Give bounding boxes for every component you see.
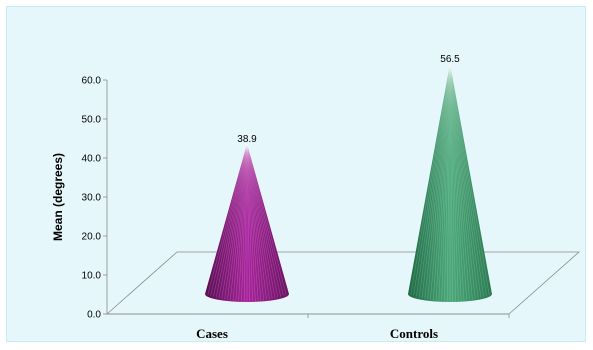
cone-stripe — [227, 143, 248, 300]
cone-stripe — [246, 143, 279, 298]
cone-stripe — [449, 63, 473, 300]
cone-stripe — [449, 63, 482, 298]
cone-stripe — [246, 143, 270, 300]
y-tick-label: 60.0 — [82, 76, 102, 87]
cone-stripe — [449, 63, 487, 296]
cone-stripe — [438, 63, 451, 302]
cone-series: 38.9 56.5 — [205, 54, 492, 302]
cone-stripe — [218, 143, 248, 299]
cone-stripe — [449, 63, 479, 299]
cone-stripe — [449, 63, 459, 302]
cone-stripe — [449, 63, 468, 301]
y-tick-label: 10.0 — [82, 271, 102, 282]
cone-stripe — [424, 63, 451, 299]
cone-stripe — [246, 143, 251, 302]
y-tick-label: 50.0 — [82, 115, 102, 126]
cone-stripe — [213, 143, 248, 297]
cone-controls: 56.5 — [408, 54, 492, 302]
cone-stripe — [430, 63, 451, 300]
cone-stripe — [418, 63, 451, 298]
cone-stripe — [224, 143, 248, 300]
category-label-group: Cases Controls — [196, 326, 438, 341]
data-label: 38.9 — [237, 134, 257, 145]
cone-stripe — [246, 143, 256, 302]
cone-stripe — [427, 63, 451, 300]
cone-stripe — [210, 143, 248, 296]
data-label: 56.5 — [440, 54, 460, 65]
cone-stripe — [215, 143, 248, 298]
cone-stripe — [410, 63, 451, 295]
y-tick-group: 0.0 10.0 20.0 30.0 40.0 50.0 60.0 — [82, 76, 107, 321]
cone-stripe — [413, 63, 451, 296]
cone-stripe — [449, 63, 470, 300]
cone-stripe — [449, 63, 490, 295]
cone-stripe — [246, 143, 265, 301]
cone-stripe — [421, 63, 451, 299]
cone-chart: 0.0 10.0 20.0 30.0 40.0 50.0 60.0 38.9 56.5 Cas… — [51, 54, 581, 341]
cone-body — [408, 64, 492, 302]
cone-stripe — [441, 63, 451, 302]
cone-cases: 38.9 — [205, 134, 289, 302]
cone-stripe — [446, 63, 451, 302]
y-tick-label: 40.0 — [82, 154, 102, 165]
cone-stripe — [241, 143, 248, 302]
y-tick-label: 20.0 — [82, 232, 102, 243]
cone-stripe — [243, 143, 248, 302]
cone-stripe — [246, 143, 267, 300]
cone-stripe — [207, 143, 248, 295]
cone-stripe — [221, 143, 248, 299]
cone-stripe — [238, 143, 248, 302]
cone-stripe — [246, 143, 284, 296]
y-axis-label: Mean (degrees) — [51, 153, 65, 241]
cone-stripe — [444, 63, 451, 302]
cone-stripe — [232, 143, 248, 301]
cone-stripe — [432, 63, 451, 301]
cone-stripe — [246, 143, 259, 302]
cone-stripe — [246, 143, 253, 302]
cone-stripe — [416, 63, 451, 297]
cone-stripe — [246, 143, 262, 301]
cone-stripe — [246, 143, 281, 297]
chart-area: 0.0 10.0 20.0 30.0 40.0 50.0 60.0 38.9 56.5 Cas… — [6, 6, 586, 342]
cone-stripe — [449, 63, 484, 297]
y-tick-label: 0.0 — [87, 310, 101, 321]
cone-stripe — [449, 63, 465, 301]
floor-plane — [105, 251, 581, 315]
cone-stripe — [246, 143, 273, 299]
cone-stripe — [235, 143, 248, 302]
y-tick-label: 30.0 — [82, 193, 102, 204]
cone-stripe — [229, 143, 248, 301]
cone-stripe — [449, 63, 456, 302]
x-tick-label: Cases — [196, 326, 228, 341]
x-tick-label: Controls — [390, 326, 438, 341]
cone-stripe — [246, 143, 287, 295]
cone-stripe — [449, 63, 454, 302]
cone-stripe — [435, 63, 451, 301]
cone-stripe — [449, 63, 462, 302]
cone-body — [205, 144, 289, 302]
cone-stripe — [449, 63, 476, 299]
cone-stripe — [246, 143, 276, 299]
